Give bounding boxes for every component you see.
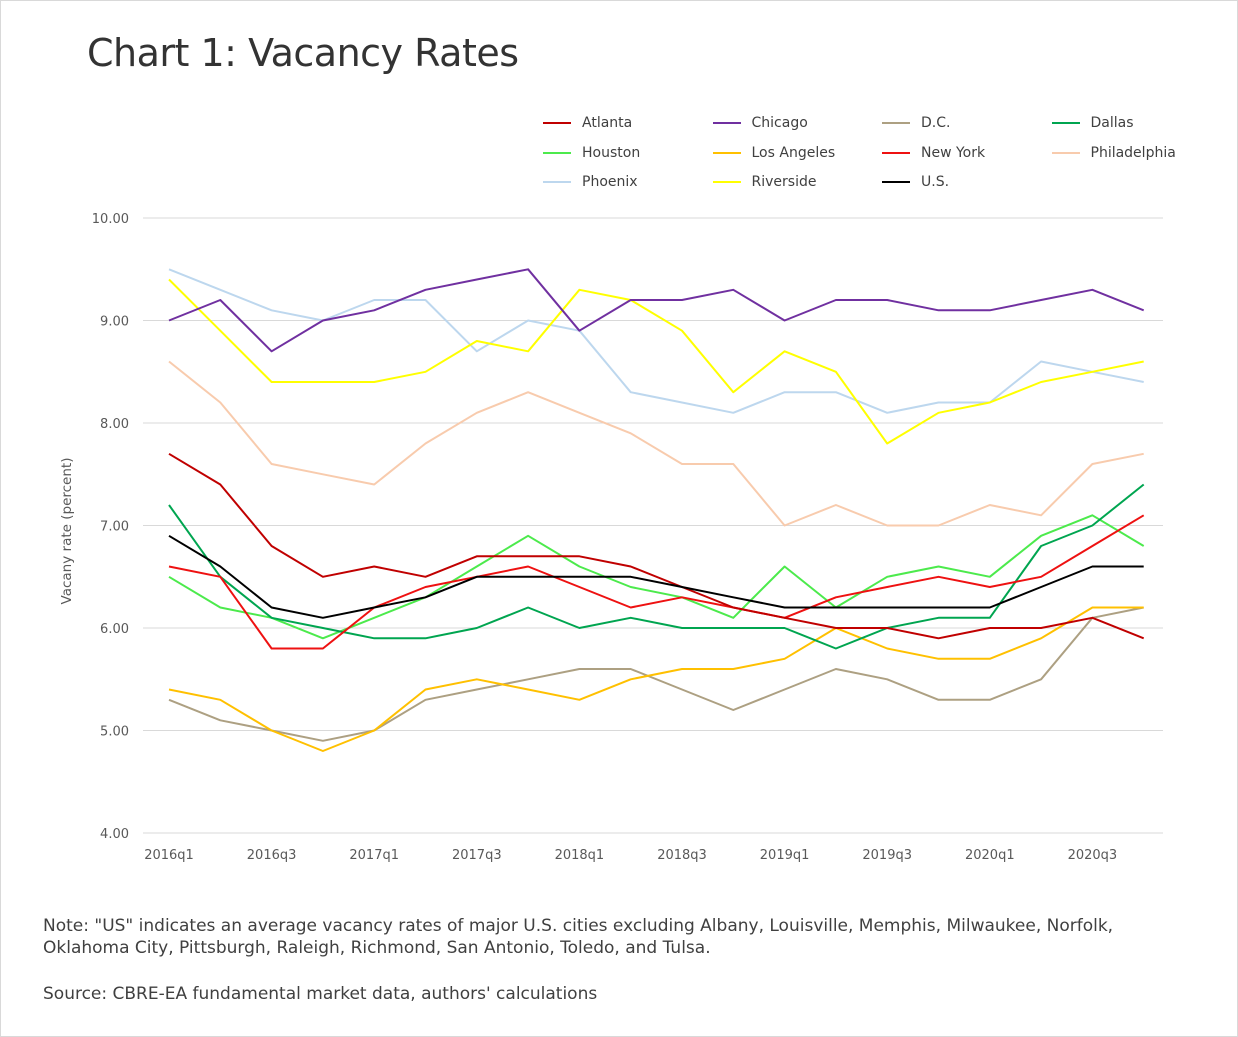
source-note: Source: CBRE-EA fundamental market data,… — [43, 984, 598, 1004]
series-line-dallas — [168, 483, 1145, 650]
legend-label: Phoenix — [582, 174, 638, 190]
legend-swatch — [1051, 151, 1080, 154]
series-line-atlanta — [168, 452, 1145, 640]
legend-label: Riverside — [751, 174, 817, 190]
x-tick-label: 2017q3 — [452, 848, 502, 863]
legend-item-phoenix: Phoenix — [543, 172, 638, 192]
chart-title: Chart 1: Vacancy Rates — [87, 31, 519, 75]
legend-item-riverside: Riverside — [712, 172, 817, 192]
legend-label: Atlanta — [582, 115, 633, 131]
legend-swatch — [712, 151, 741, 154]
x-tick-label: 2020q1 — [965, 848, 1015, 863]
legend-swatch — [882, 181, 910, 183]
x-tick-label: 2016q1 — [144, 848, 194, 863]
x-tick-label: 2019q3 — [862, 848, 912, 863]
footnote: Note: "US" indicates an average vacancy … — [43, 916, 1114, 958]
gridlines — [143, 217, 1163, 834]
legend-label: D.C. — [921, 115, 951, 131]
legend-swatch — [882, 122, 910, 124]
series-line-los-angeles — [168, 606, 1144, 752]
y-tick-label: 7.00 — [100, 520, 129, 535]
legend-swatch — [1051, 122, 1080, 124]
legend-swatch — [543, 181, 571, 183]
legend-item-atlanta: Atlanta — [543, 113, 632, 133]
series-line-houston — [168, 514, 1145, 640]
legend-item-los-angeles: Los Angeles — [712, 143, 836, 163]
series-line-d-c — [168, 606, 1144, 742]
legend-swatch — [882, 151, 910, 154]
legend-item-dallas: Dallas — [1051, 113, 1134, 133]
y-axis-title: Vacany rate (percent) — [59, 458, 75, 605]
x-tick-label: 2020q3 — [1068, 848, 1118, 863]
legend-swatch — [712, 122, 741, 124]
legend-label: Dallas — [1090, 115, 1134, 131]
series-line-chicago — [168, 268, 1145, 353]
legend-swatch — [543, 151, 571, 154]
series-line-philadelphia — [168, 360, 1144, 527]
legend-label: Los Angeles — [751, 144, 836, 161]
y-tick-label: 5.00 — [100, 725, 129, 740]
y-tick-label: 10.00 — [92, 212, 129, 227]
legend-item-d-c: D.C. — [882, 113, 950, 133]
y-tick-label: 6.00 — [100, 622, 129, 637]
series-line-new-york — [168, 514, 1145, 650]
x-tick-label: 2018q1 — [555, 848, 605, 863]
y-tick-label: 9.00 — [100, 315, 129, 330]
legend-label: Chicago — [751, 115, 808, 131]
legend-item-houston: Houston — [543, 143, 640, 163]
series-line-riverside — [168, 278, 1144, 445]
series-line-phoenix — [168, 268, 1144, 414]
legend-item-chicago: Chicago — [712, 113, 808, 133]
series-lines — [168, 268, 1145, 752]
legend-item-philadelphia: Philadelphia — [1051, 143, 1176, 163]
legend-label: Philadelphia — [1090, 144, 1176, 161]
y-tick-label: 8.00 — [100, 417, 129, 432]
legend-label: New York — [921, 144, 986, 161]
x-tick-label: 2016q3 — [247, 848, 297, 863]
x-axis-ticks: 2016q1 2016q3 2017q1 2017q3 2018q1 2018q3 2019… — [144, 848, 1117, 863]
x-tick-label: 2019q1 — [760, 848, 810, 863]
y-tick-label: 4.00 — [100, 827, 129, 842]
series-line-u-s — [168, 534, 1144, 619]
legend-swatch — [712, 181, 741, 183]
legend-item-new-york: New York — [882, 143, 985, 163]
legend-label: U.S. — [921, 174, 950, 190]
legend-item-u-s: U.S. — [882, 172, 949, 192]
x-tick-label: 2017q1 — [349, 848, 399, 863]
legend-label: Houston — [582, 144, 641, 161]
legend-swatch — [543, 122, 571, 124]
x-tick-label: 2018q3 — [657, 848, 707, 863]
chart-legend: Atlanta Chicago D.C. Dallas Houston Los Angel… — [543, 113, 1223, 203]
y-axis-ticks: 4.00 5.00 6.00 7.00 8.00 9.00 10.00 — [92, 212, 129, 842]
